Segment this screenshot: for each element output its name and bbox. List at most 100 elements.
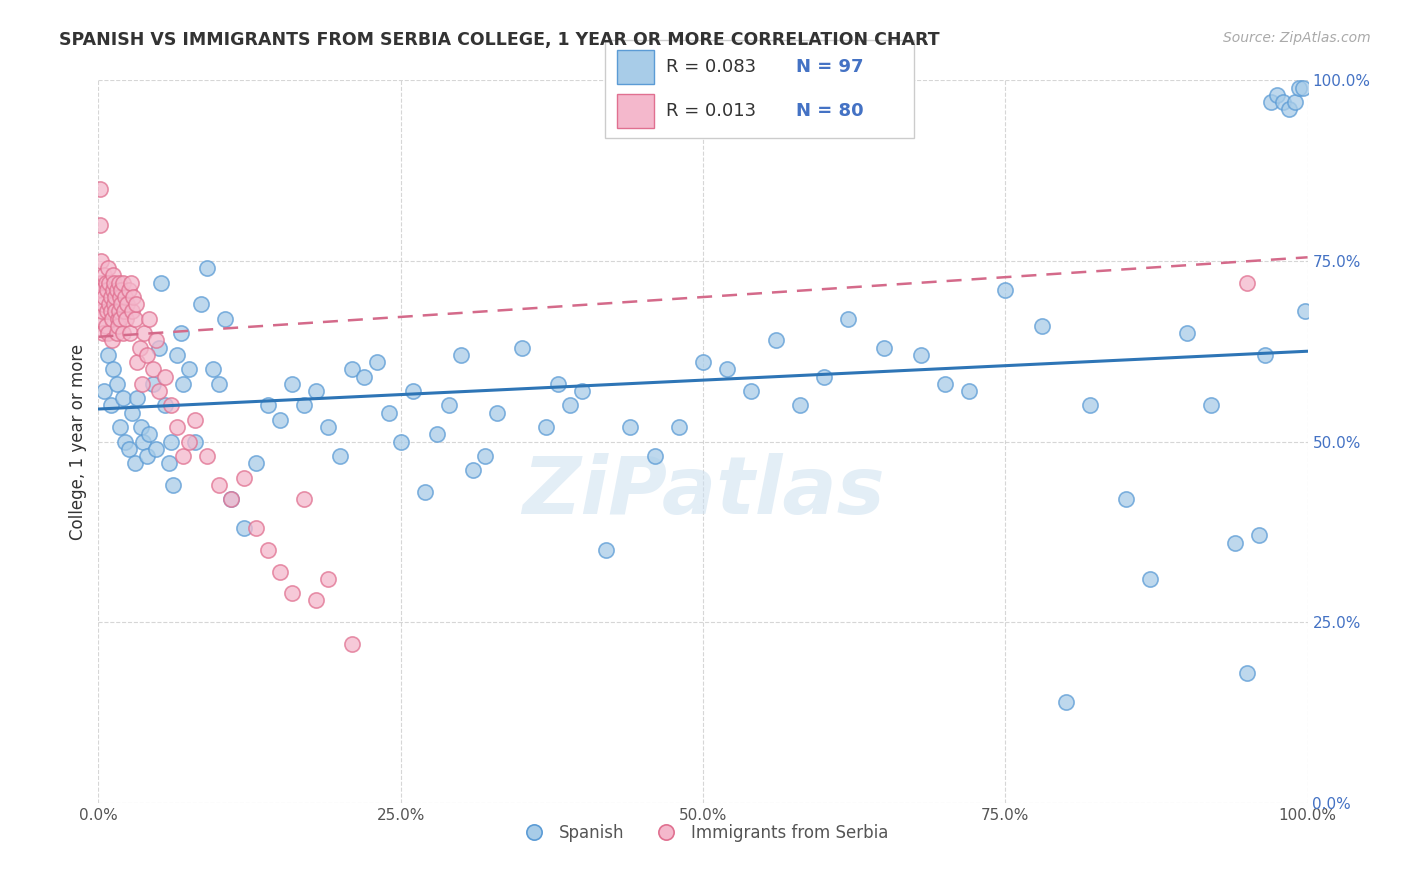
Point	[221, 492, 243, 507]
Point	[104, 290, 127, 304]
Point	[256, 398, 278, 412]
Point	[121, 406, 143, 420]
Point	[214, 311, 236, 326]
Point	[91, 297, 114, 311]
Point	[104, 304, 127, 318]
Point	[353, 369, 375, 384]
Point	[269, 565, 291, 579]
Point	[957, 384, 980, 398]
Point	[281, 376, 304, 391]
Point	[740, 384, 762, 398]
Point	[316, 420, 339, 434]
Point	[94, 276, 117, 290]
Point	[125, 297, 148, 311]
Point	[256, 542, 278, 557]
Point	[108, 420, 131, 434]
Point	[329, 449, 352, 463]
Point	[91, 304, 114, 318]
Point	[305, 593, 328, 607]
Point	[316, 572, 339, 586]
Point	[145, 442, 167, 456]
Point	[172, 376, 194, 391]
Point	[269, 413, 291, 427]
Point	[110, 297, 132, 311]
Text: SPANISH VS IMMIGRANTS FROM SERBIA COLLEGE, 1 YEAR OR MORE CORRELATION CHART: SPANISH VS IMMIGRANTS FROM SERBIA COLLEG…	[59, 31, 939, 49]
Text: Source: ZipAtlas.com: Source: ZipAtlas.com	[1223, 31, 1371, 45]
Point	[100, 398, 122, 412]
Point	[121, 304, 143, 318]
Point	[101, 362, 124, 376]
Point	[90, 276, 112, 290]
Point	[426, 427, 449, 442]
Point	[281, 586, 304, 600]
Point	[108, 304, 131, 318]
Point	[190, 297, 212, 311]
Point	[342, 637, 364, 651]
Point	[245, 456, 267, 470]
Point	[89, 311, 111, 326]
Point	[89, 218, 111, 232]
Point	[142, 376, 165, 391]
Point	[96, 283, 118, 297]
Point	[813, 369, 835, 384]
Point	[1054, 695, 1077, 709]
Point	[873, 341, 896, 355]
Point	[108, 311, 131, 326]
Point	[1175, 326, 1198, 340]
Point	[558, 398, 581, 412]
Point	[547, 376, 569, 391]
Point	[1223, 535, 1246, 549]
Point	[138, 427, 160, 442]
Point	[105, 376, 128, 391]
Point	[100, 311, 122, 326]
Point	[91, 326, 114, 340]
Point	[93, 384, 115, 398]
Point	[1267, 87, 1289, 102]
Point	[534, 420, 557, 434]
Point	[184, 434, 207, 449]
Point	[97, 348, 120, 362]
Point	[450, 348, 472, 362]
Point	[153, 369, 176, 384]
Point	[413, 485, 436, 500]
Point	[1199, 398, 1222, 412]
Point	[108, 276, 131, 290]
Point	[765, 334, 787, 348]
Point	[486, 406, 509, 420]
Text: ZiPatlas: ZiPatlas	[522, 453, 884, 531]
Point	[1031, 318, 1053, 333]
Point	[1292, 80, 1315, 95]
Point	[1139, 572, 1161, 586]
Point	[619, 420, 641, 434]
Point	[153, 398, 176, 412]
Point	[232, 470, 254, 484]
Point	[101, 283, 124, 297]
Point	[474, 449, 496, 463]
Point	[221, 492, 243, 507]
Point	[150, 276, 173, 290]
Point	[114, 290, 136, 304]
Point	[134, 326, 156, 340]
Point	[1236, 276, 1258, 290]
Point	[437, 398, 460, 412]
Point	[510, 341, 533, 355]
Point	[179, 362, 201, 376]
Point	[402, 384, 425, 398]
Point	[91, 283, 114, 297]
Point	[114, 434, 136, 449]
Point	[120, 276, 142, 290]
Point	[245, 521, 267, 535]
Point	[135, 449, 157, 463]
Point	[100, 304, 122, 318]
Point	[571, 384, 593, 398]
Point	[789, 398, 811, 412]
Point	[160, 398, 183, 412]
Point	[342, 362, 364, 376]
Point	[100, 290, 122, 304]
Point	[160, 434, 183, 449]
Point	[111, 391, 134, 405]
Point	[112, 304, 135, 318]
Point	[208, 376, 231, 391]
Point	[195, 449, 218, 463]
Point	[90, 253, 112, 268]
